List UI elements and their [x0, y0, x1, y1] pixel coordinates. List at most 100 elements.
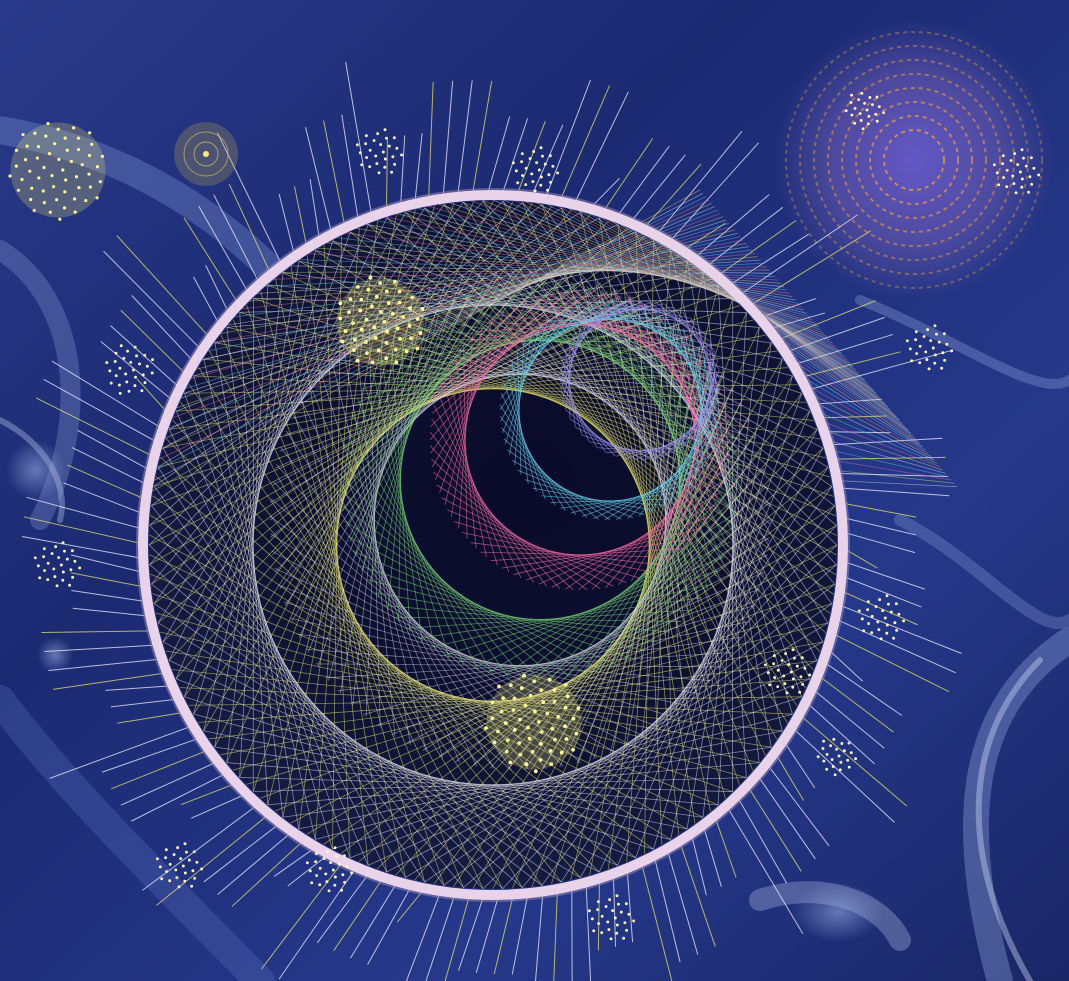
orange-mandala: [774, 20, 1054, 300]
ray-thread: [470, 80, 493, 201]
sweep-thread: [599, 216, 860, 374]
ray-thread: [753, 770, 816, 860]
ray-thread: [183, 217, 242, 310]
ray-thread: [77, 429, 156, 474]
dotted-sphere: [8, 122, 106, 221]
sweep-thread: [207, 236, 741, 352]
ray-thread: [833, 486, 950, 497]
dotted-sphere: [355, 128, 404, 175]
ray-thread: [823, 437, 943, 446]
sweep-thread: [471, 200, 825, 334]
ray-thread: [832, 602, 962, 654]
sweep-thread: [153, 192, 704, 481]
ray-thread: [807, 684, 885, 749]
sweep-thread: [824, 448, 949, 478]
sweep-thread: [784, 359, 923, 448]
ray-thread: [733, 791, 788, 884]
yellow-envelope: [149, 201, 837, 889]
ray-thread: [835, 501, 917, 518]
ray-thread: [712, 220, 797, 280]
ray-thread: [493, 889, 516, 975]
ray-thread: [818, 658, 903, 716]
mandala-ring: [813, 59, 1015, 261]
ray-thread: [639, 857, 673, 981]
ray-thread: [217, 827, 297, 895]
ray-thread: [216, 132, 285, 271]
ray-thread: [787, 333, 894, 367]
sweep-thread: [152, 189, 701, 492]
white-envelope: [149, 201, 837, 889]
ray-thread: [626, 154, 686, 228]
dotted-sphere: [763, 648, 812, 695]
ray-thread: [830, 616, 956, 674]
ray-thread: [837, 530, 916, 554]
ray-thread: [723, 233, 809, 290]
ray-thread: [228, 183, 274, 280]
radiating-threads: [21, 61, 962, 981]
ray-thread: [43, 378, 163, 446]
ray-thread: [475, 889, 501, 973]
ray-thread: [323, 120, 347, 233]
ray-thread: [71, 447, 154, 488]
dotted-sphere: [511, 146, 560, 193]
ray-thread: [48, 657, 168, 671]
ray-thread: [213, 194, 263, 289]
ray-thread: [485, 116, 511, 201]
ray-thread: [827, 456, 946, 460]
dotted-sphere: [336, 275, 425, 366]
ray-thread: [795, 351, 901, 380]
ray-thread: [70, 572, 151, 589]
ray-thread: [444, 889, 472, 981]
ray-thread: [41, 630, 159, 633]
ray-thread: [71, 590, 153, 604]
mandala-ring: [855, 101, 973, 219]
dotted-sphere: [905, 324, 954, 371]
ray-thread: [665, 142, 759, 247]
ray-thread: [534, 886, 544, 981]
sweep-thread: [482, 199, 828, 338]
sweep-thread: [201, 232, 738, 361]
sweep-thread: [176, 216, 724, 409]
mandala-ring: [827, 73, 1001, 247]
sweep-thread: [164, 206, 715, 439]
outer-ring: [138, 190, 848, 900]
ray-thread: [425, 887, 458, 981]
glow-spot: [37, 637, 73, 673]
ray-thread: [333, 872, 387, 952]
ray-thread: [103, 250, 206, 355]
pink-envelope: [429, 289, 731, 591]
ray-thread: [49, 723, 199, 779]
sweep-thread: [827, 458, 952, 481]
ray-thread: [585, 877, 592, 981]
mandala-ring: [883, 129, 945, 191]
ray-thread: [385, 138, 388, 217]
dotted-spheres: [8, 91, 1041, 941]
ray-thread: [801, 349, 954, 393]
sweep-thread: [256, 259, 761, 294]
ray-thread: [120, 309, 192, 380]
ray-thread: [111, 747, 215, 790]
sweep-thread: [308, 253, 779, 281]
ray-thread: [571, 91, 629, 210]
ray-thread: [142, 800, 263, 891]
ray-thread: [599, 137, 654, 218]
ray-thread: [836, 515, 916, 536]
sweep-thread: [355, 227, 793, 298]
sweep-thread: [525, 201, 839, 351]
ray-thread: [511, 888, 530, 975]
ray-thread: [557, 85, 611, 207]
ray-thread: [26, 496, 149, 532]
ray-thread: [458, 889, 487, 971]
dotted-sphere: [844, 91, 886, 131]
dotted-sphere: [305, 846, 354, 893]
sweep-thread: [180, 219, 727, 399]
ray-thread: [787, 723, 895, 823]
ray-thread: [67, 464, 151, 503]
sweep-thread: [241, 252, 755, 310]
ray-thread: [836, 573, 922, 608]
sweep-thread: [789, 369, 926, 451]
ray-thread: [102, 735, 206, 773]
sweep-thread: [568, 207, 851, 364]
ray-thread: [21, 535, 149, 560]
